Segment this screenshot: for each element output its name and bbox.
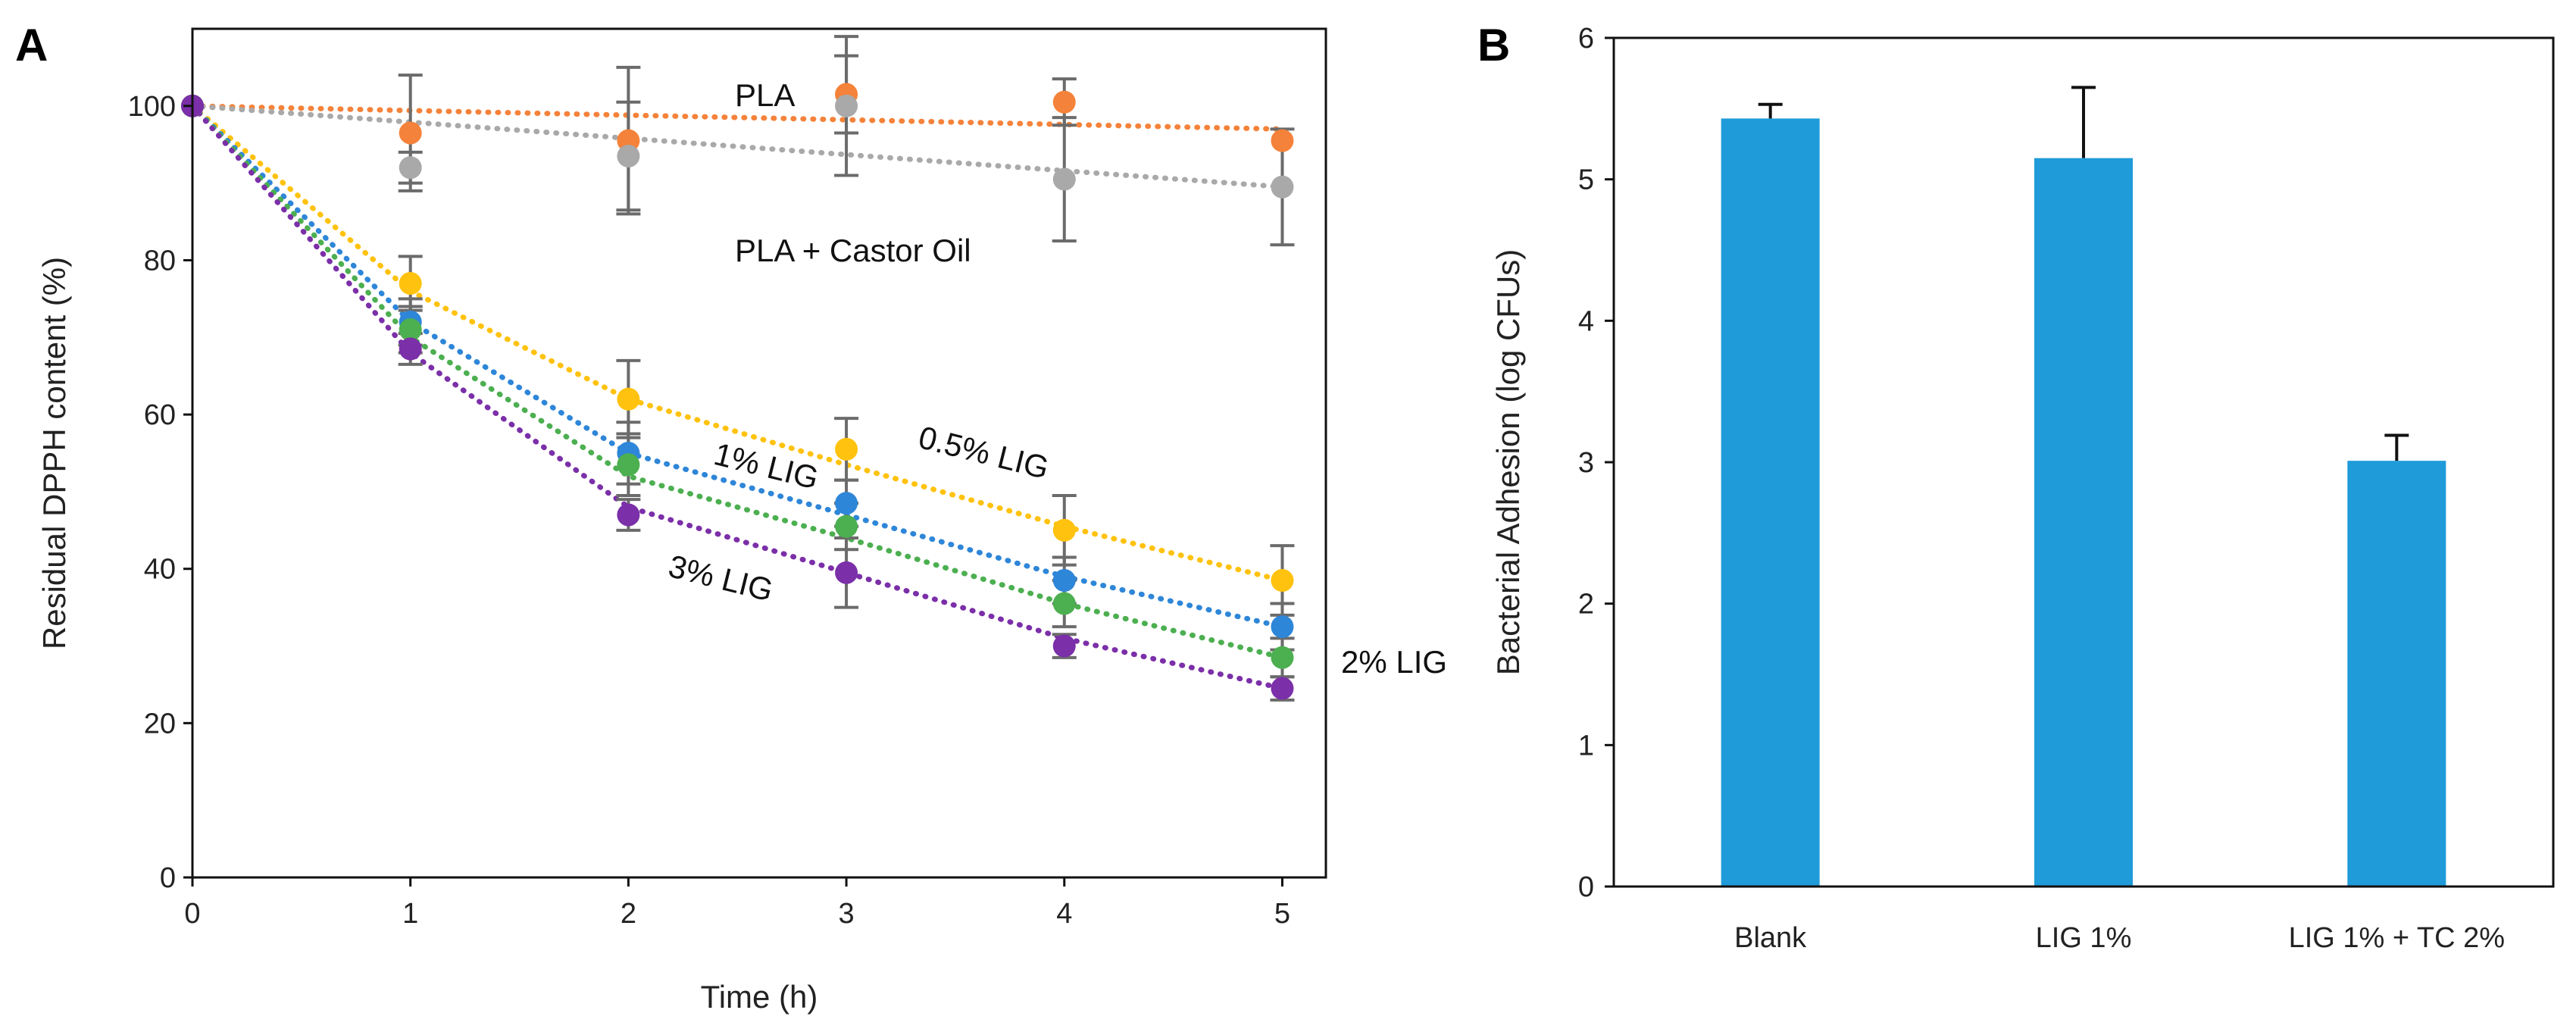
data-point-pla-castor-oil (835, 94, 858, 117)
a-trend-lines (189, 103, 1285, 691)
a-y-tick-label: 20 (144, 708, 176, 740)
a-y-tick-label: 100 (128, 91, 176, 123)
data-point-0-5-lig (1271, 569, 1294, 592)
trend-line-3-lig (189, 103, 1285, 691)
a-y-tick-label: 60 (144, 399, 176, 431)
data-point-2-lig (1052, 592, 1076, 615)
data-point-1-lig (1052, 569, 1076, 592)
panel-b-bar-chart: 0 1 2 3 4 5 6 Blank LIG 1% LIG 1% + TC 2% Bacter… (1490, 23, 2555, 954)
annotation-0-5-lig: 0.5% LIG (915, 419, 1052, 486)
b-y-tick-label: 3 (1578, 447, 1594, 479)
b-y-tick-label: 0 (1578, 871, 1594, 903)
annotation-3-lig: 3% LIG (665, 548, 777, 608)
data-point-pla (1052, 90, 1076, 114)
b-y-tick-label: 1 (1578, 730, 1594, 761)
a-y-axis: 0 20 40 60 80 100 (128, 91, 192, 894)
trend-line-1-lig (189, 103, 1285, 630)
data-point-3-lig (399, 337, 422, 361)
panel-a-line-chart: 0 20 40 60 80 100 0 1 2 3 4 5 Time (h) Residual DP… (36, 27, 1447, 1015)
a-y-tick-label: 80 (144, 245, 176, 277)
data-point-2-lig (1271, 646, 1294, 669)
bar-lig-1 (2034, 158, 2133, 887)
b-error-bars (1758, 86, 2409, 461)
data-point-pla-castor-oil (1271, 175, 1294, 199)
a-x-axis-title: Time (h) (701, 979, 818, 1015)
a-plot-frame (191, 27, 1327, 879)
b-category-label-blank: Blank (1734, 922, 1807, 954)
b-category-label-lig-1: LIG 1% (2036, 922, 2132, 954)
data-point-pla (399, 121, 422, 145)
b-bars (1721, 118, 2446, 887)
data-point-pla-castor-oil (617, 145, 640, 167)
a-x-axis: 0 1 2 3 4 5 (184, 877, 1290, 930)
b-y-tick-label: 2 (1578, 589, 1594, 621)
trend-line-2-lig (189, 103, 1285, 661)
trend-line-pla (189, 103, 1285, 132)
annotation-2-lig: 2% LIG (1341, 644, 1447, 680)
trend-line-0-5-lig (189, 103, 1285, 583)
a-y-tick-label: 0 (160, 862, 176, 894)
b-y-tick-label: 5 (1578, 164, 1594, 196)
data-point-1-lig (835, 492, 858, 515)
trend-line-pla-castor-oil (189, 103, 1285, 190)
a-y-tick-label: 40 (144, 554, 176, 586)
data-point-3-lig (1271, 677, 1294, 700)
a-x-tick-label: 3 (839, 898, 855, 930)
a-x-tick-label: 0 (184, 898, 200, 930)
panel-a-letter: A (15, 20, 48, 70)
annotation-pla-castor-oil: PLA + Castor Oil (735, 233, 971, 268)
annotation-1-lig: 1% LIG (711, 436, 822, 496)
a-x-tick-label: 5 (1274, 898, 1290, 930)
panel-b-letter: B (1477, 20, 1510, 70)
data-point-2-lig (617, 453, 640, 477)
a-y-axis-title: Residual DPPH content (%) (36, 257, 72, 649)
a-x-tick-label: 4 (1056, 898, 1072, 930)
data-point-pla-castor-oil (1052, 167, 1076, 191)
data-point-0-5-lig (399, 272, 422, 295)
data-point-2-lig (399, 318, 422, 342)
a-x-tick-label: 1 (402, 898, 418, 930)
b-y-axis: 0 1 2 3 4 5 6 (1578, 23, 1614, 903)
annotation-pla: PLA (735, 77, 795, 113)
b-y-tick-label: 6 (1578, 23, 1594, 55)
data-point-pla (1271, 129, 1294, 152)
data-point-0-5-lig (617, 387, 640, 411)
data-point-0-5-lig (835, 437, 858, 461)
b-y-tick-label: 4 (1578, 305, 1594, 337)
a-x-tick-label: 2 (621, 898, 636, 930)
bar-lig-1-tc-2 (2347, 461, 2446, 887)
b-y-axis-title: Bacterial Adhesion (log CFUs) (1490, 249, 1526, 676)
bar-blank (1721, 118, 1820, 887)
data-point-3-lig (617, 503, 640, 527)
data-point-0-5-lig (1052, 518, 1076, 542)
b-x-axis: Blank LIG 1% LIG 1% + TC 2% (1734, 922, 2505, 954)
data-point-2-lig (835, 514, 858, 538)
data-point-3-lig (1052, 634, 1076, 658)
data-point-1-lig (1271, 615, 1294, 639)
data-point-3-lig (835, 561, 858, 584)
b-category-label-lig-1-tc-2: LIG 1% + TC 2% (2289, 922, 2505, 954)
data-point-pla-castor-oil (399, 156, 422, 180)
